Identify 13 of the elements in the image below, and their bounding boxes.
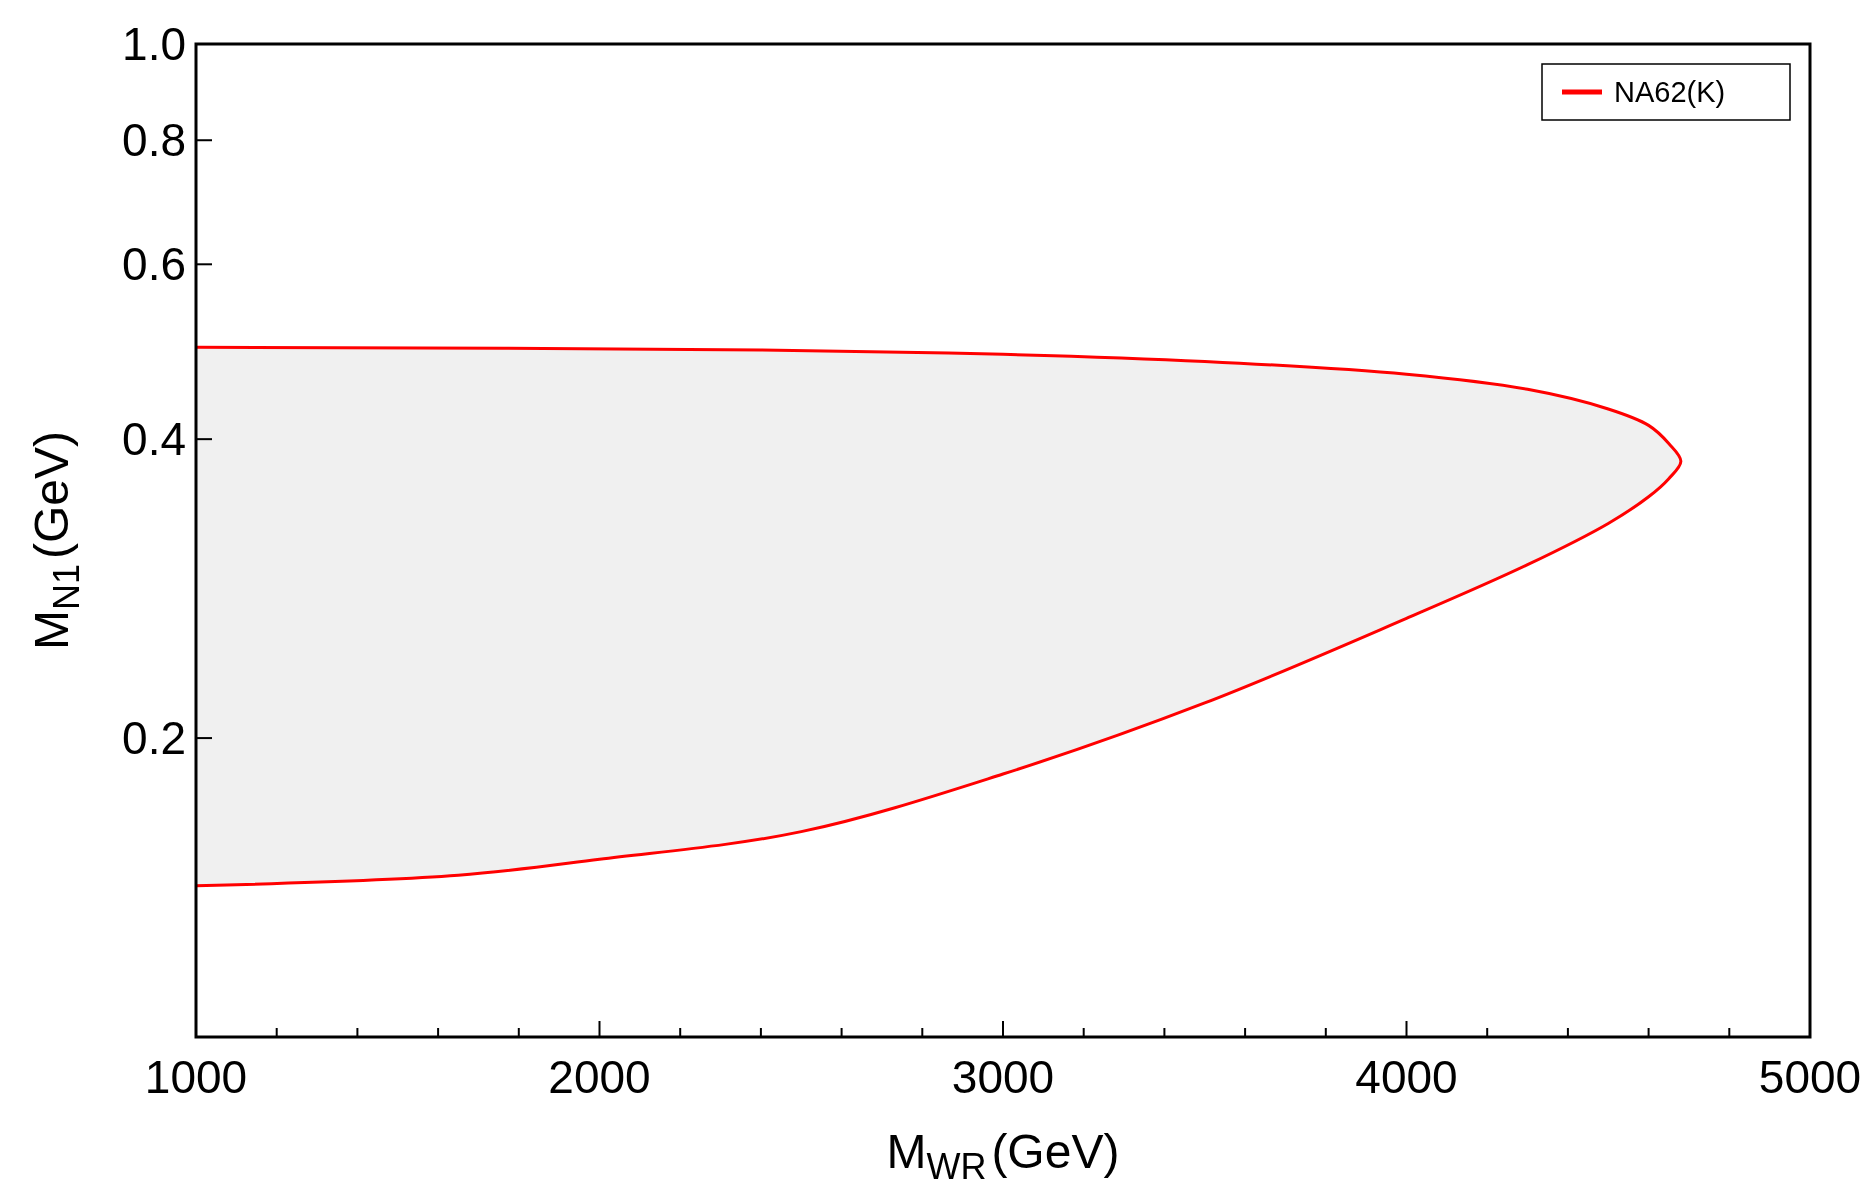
x-tick-label: 3000 (951, 1051, 1055, 1103)
legend-label: NA62(K) (1614, 76, 1726, 108)
y-tick-label: 0.4 (122, 413, 186, 466)
x-tick-label: 2000 (548, 1051, 651, 1103)
x-tick-label: 1000 (144, 1051, 248, 1103)
x-tick-label: 4000 (1355, 1051, 1458, 1103)
y-tick-label: 0.2 (122, 712, 186, 765)
x-axis-title: M$_{W}$$_{R}$(GeV) (886, 1125, 1120, 1187)
y-tick-label: 1.0 (122, 18, 186, 70)
y-tick-label: 0.6 (122, 238, 186, 291)
y-tick-label: 0.8 (122, 114, 186, 167)
line-series (196, 345, 1683, 888)
x-tick-label: 5000 (1758, 1051, 1862, 1103)
